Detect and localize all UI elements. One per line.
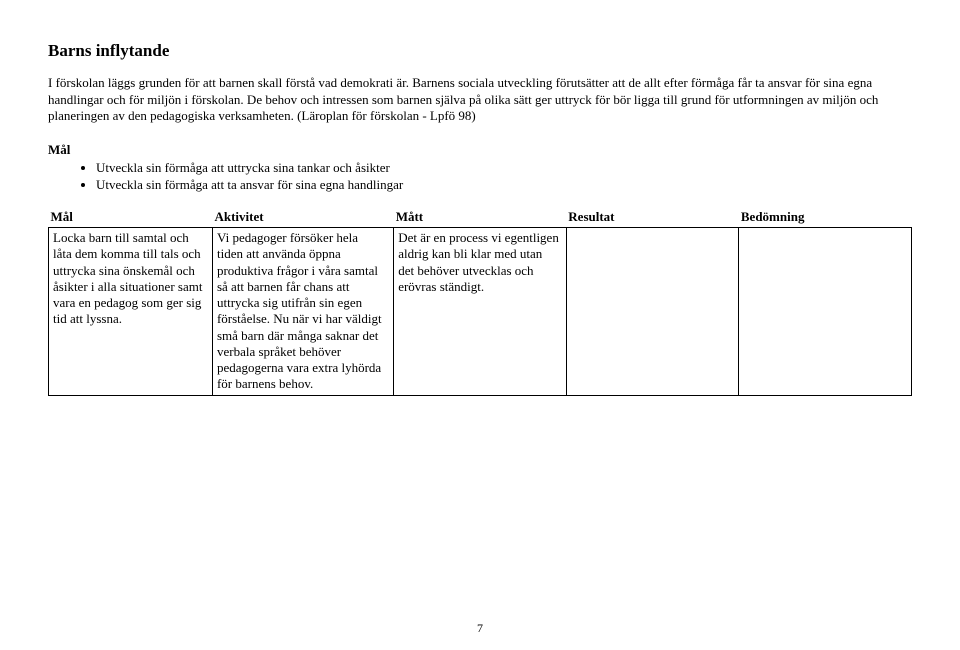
cell-mal: Locka barn till samtal och låta dem komm… [49,228,213,396]
th-resultat: Resultat [566,207,739,228]
table-row: Locka barn till samtal och låta dem komm… [49,228,912,396]
intro-text: I förskolan läggs grunden för att barnen… [48,75,912,124]
page-title: Barns inflytande [48,40,912,61]
th-mal: Mål [49,207,213,228]
mal-heading: Mål [48,142,912,158]
th-matt: Mått [394,207,567,228]
cell-matt: Det är en process vi egentligen aldrig k… [394,228,567,396]
page-number: 7 [0,621,960,636]
cell-aktivitet: Vi pedagoger försöker hela tiden att anv… [212,228,393,396]
th-bedomning: Bedömning [739,207,912,228]
cell-bedomning [739,228,912,396]
bullet-item: Utveckla sin förmåga att ta ansvar för s… [96,177,912,193]
content-table: Mål Aktivitet Mått Resultat Bedömning Lo… [48,207,912,396]
th-aktivitet: Aktivitet [212,207,393,228]
table-header-row: Mål Aktivitet Mått Resultat Bedömning [49,207,912,228]
bullet-item: Utveckla sin förmåga att uttrycka sina t… [96,160,912,176]
mal-bullets: Utveckla sin förmåga att uttrycka sina t… [48,160,912,193]
cell-resultat [566,228,739,396]
intro-paragraph: I förskolan läggs grunden för att barnen… [48,75,912,124]
